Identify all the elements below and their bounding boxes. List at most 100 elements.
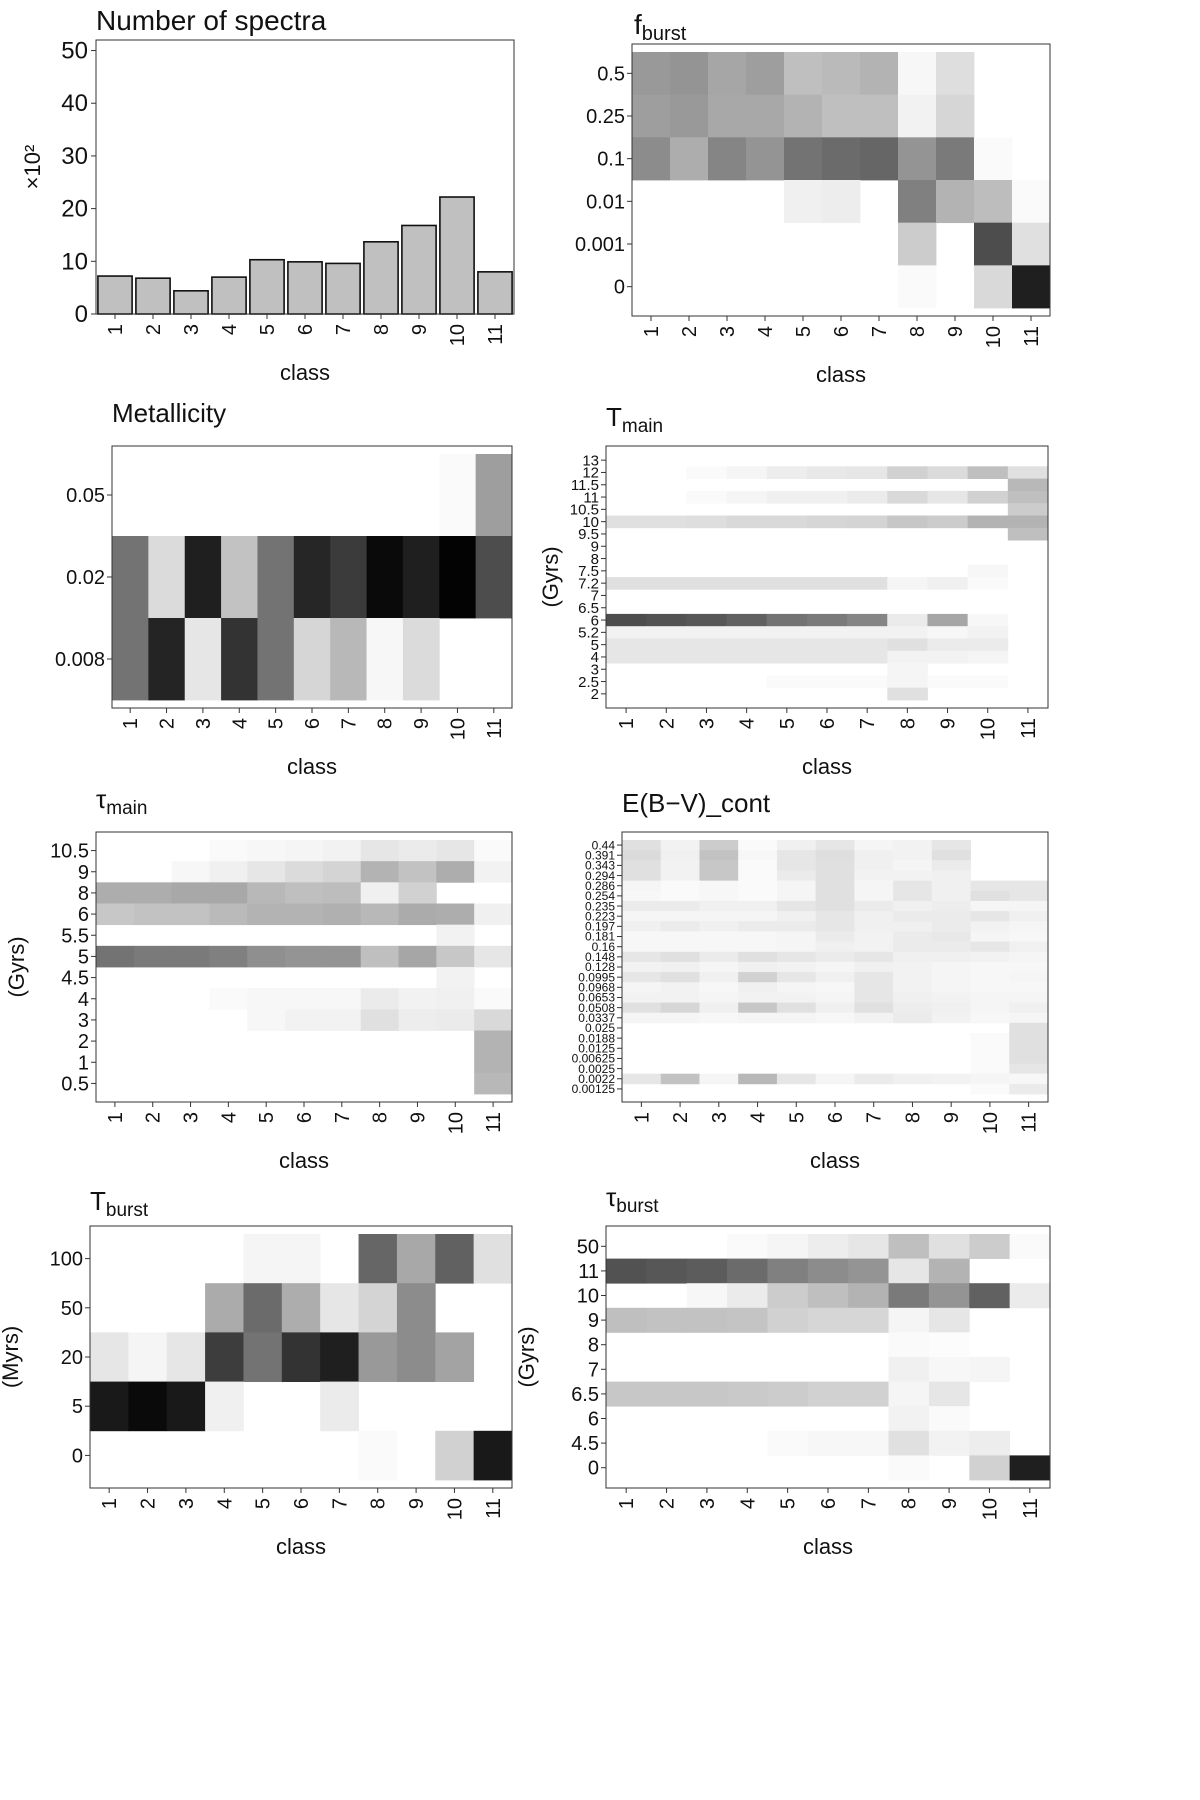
heat-cell	[887, 687, 928, 701]
heat-cell	[360, 840, 399, 862]
heat-cell	[699, 992, 739, 1003]
heat-cell	[699, 961, 739, 973]
heat-cell	[927, 490, 969, 504]
x-tick-label: 1	[616, 1498, 638, 1509]
heat-cell	[1009, 961, 1049, 973]
heat-cell	[784, 94, 823, 138]
heat-cell	[898, 52, 937, 96]
heat-cell	[1012, 265, 1051, 309]
heat-cell	[806, 675, 848, 689]
x-tick-label: 5	[253, 1498, 275, 1509]
heat-cell	[746, 94, 785, 138]
heat-cell	[766, 675, 808, 689]
chart-title-subscript: burst	[642, 23, 687, 45]
heat-cell	[1007, 503, 1049, 516]
heat-cell	[358, 1332, 398, 1382]
heat-cell	[970, 1083, 1010, 1095]
x-tick-label: 4	[218, 1112, 240, 1123]
heat-cell	[927, 626, 969, 639]
heat-cell	[686, 515, 727, 529]
x-tick-label: 7	[858, 1498, 880, 1509]
heat-cell	[622, 890, 662, 902]
heat-cell	[247, 945, 286, 968]
heat-cell	[893, 840, 933, 851]
heat-cell	[815, 972, 855, 983]
heat-cell	[622, 941, 662, 953]
x-tick-label: 8	[899, 1498, 921, 1509]
heat-cell	[708, 137, 747, 181]
heat-cell	[322, 1009, 362, 1031]
heat-cell	[746, 52, 785, 96]
x-tick-label: 6	[291, 1498, 313, 1509]
x-tick-label: 8	[897, 718, 919, 729]
heat-cell	[281, 1332, 321, 1382]
heat-cell	[776, 840, 817, 851]
heat-cell	[622, 860, 662, 871]
heat-cell	[931, 941, 971, 953]
x-tick-label: 5	[793, 326, 815, 337]
heat-cell	[360, 988, 399, 1010]
x-tick-label: 4	[755, 326, 777, 337]
heat-cell	[970, 1053, 1010, 1064]
x-tick-label: 11	[484, 718, 506, 739]
heat-cell	[209, 903, 248, 926]
heat-cell	[738, 900, 778, 912]
heat-cell	[247, 1009, 286, 1031]
heat-cell	[927, 638, 969, 652]
y-tick-label: 9.5	[578, 526, 599, 543]
heat-cell	[622, 840, 662, 851]
heat-cell	[184, 536, 222, 619]
heat-cell	[807, 1430, 849, 1456]
y-tick-label: 30	[61, 143, 88, 170]
heat-cell	[928, 1406, 970, 1432]
heat-cell	[727, 1307, 768, 1333]
x-tick-label: 6	[817, 718, 839, 729]
heat-cell	[766, 613, 808, 627]
heat-cell	[699, 972, 739, 983]
y-tick-label: 0.254	[585, 889, 615, 903]
y-tick-label: 0.05	[66, 485, 105, 507]
heat-cell	[776, 1002, 817, 1014]
heat-cell	[133, 945, 173, 968]
heat-cell	[776, 972, 817, 983]
y-tick-label: 0.0025	[578, 1062, 615, 1076]
heat-cell	[1009, 921, 1049, 932]
chart-title-subscript: burst	[616, 1196, 659, 1217]
heat-cell	[847, 490, 888, 504]
heat-cell	[285, 882, 324, 904]
y-tick-label: 3	[78, 1010, 89, 1032]
heat-cell	[893, 961, 933, 973]
heat-cell	[606, 1307, 647, 1333]
heat-cell	[854, 900, 894, 912]
heat-cell	[686, 1258, 728, 1284]
heat-cell	[967, 577, 1009, 590]
heat-cell	[285, 840, 324, 862]
heat-cell	[815, 911, 855, 922]
heat-cell	[686, 577, 727, 590]
heat-cell	[396, 1283, 436, 1333]
heat-cell	[815, 890, 855, 902]
heat-cell	[887, 638, 928, 652]
heat-cell	[970, 880, 1010, 892]
heat-cell	[893, 941, 933, 953]
heat-cell	[738, 870, 778, 882]
heat-cell	[699, 1002, 739, 1014]
heat-cell	[893, 951, 933, 963]
heat-cell	[970, 1043, 1010, 1054]
heat-cell	[474, 840, 513, 862]
heat-cell	[970, 921, 1010, 932]
x-tick-label: 2	[138, 1498, 160, 1509]
x-tick-label: 11	[1018, 718, 1040, 739]
heat-cell	[815, 931, 855, 942]
y-tick-label: 0.0125	[578, 1041, 615, 1055]
heat-cell	[402, 536, 440, 619]
heat-cell	[96, 903, 135, 926]
heat-cell	[726, 466, 768, 479]
heat-cell	[247, 903, 286, 926]
heat-cell	[474, 1051, 513, 1074]
heat-cell	[936, 180, 975, 224]
heat-cell	[686, 638, 727, 652]
x-tick-label: 1	[641, 326, 663, 337]
heat-cell	[969, 1283, 1011, 1309]
heat-cell	[646, 650, 687, 664]
